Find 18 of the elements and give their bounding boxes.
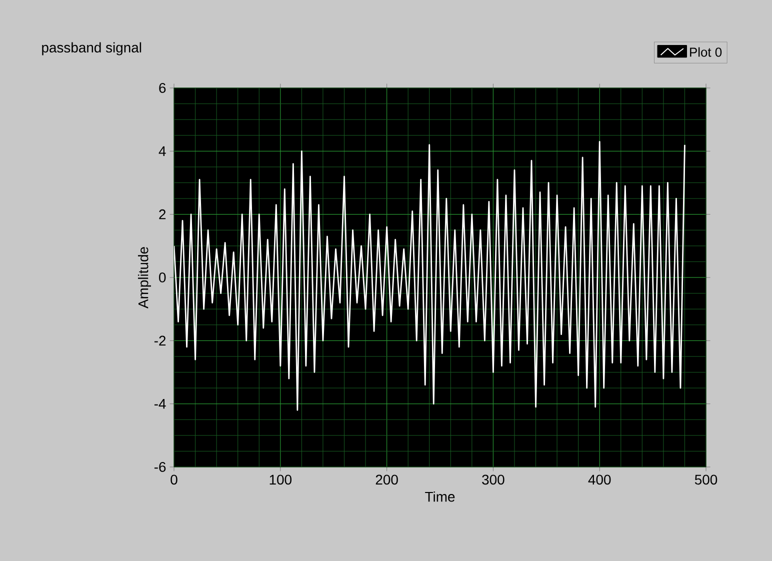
y-tick-label: 2 [159, 209, 166, 220]
x-tick-label: 0 [170, 474, 178, 485]
x-tick-label: 200 [376, 474, 398, 485]
x-tick-label: 500 [694, 474, 718, 485]
y-tick-label: 6 [159, 83, 166, 93]
y-tick-label: 0 [159, 272, 166, 282]
chart-title: passband signal [42, 42, 142, 56]
x-tick-label: 300 [482, 474, 504, 485]
x-tick-label: 100 [270, 474, 292, 485]
y-axis-title: Amplitude [138, 247, 151, 308]
legend-label: Plot 0 [690, 47, 722, 57]
y-tick-label: 4 [158, 146, 166, 156]
line-series [174, 140, 686, 411]
y-tick-label: -4 [154, 399, 166, 409]
y-tick-label: -2 [154, 336, 166, 346]
x-tick-label: 400 [588, 474, 611, 485]
y-tick-label: -6 [154, 462, 166, 472]
x-axis-title: Time [425, 491, 455, 502]
